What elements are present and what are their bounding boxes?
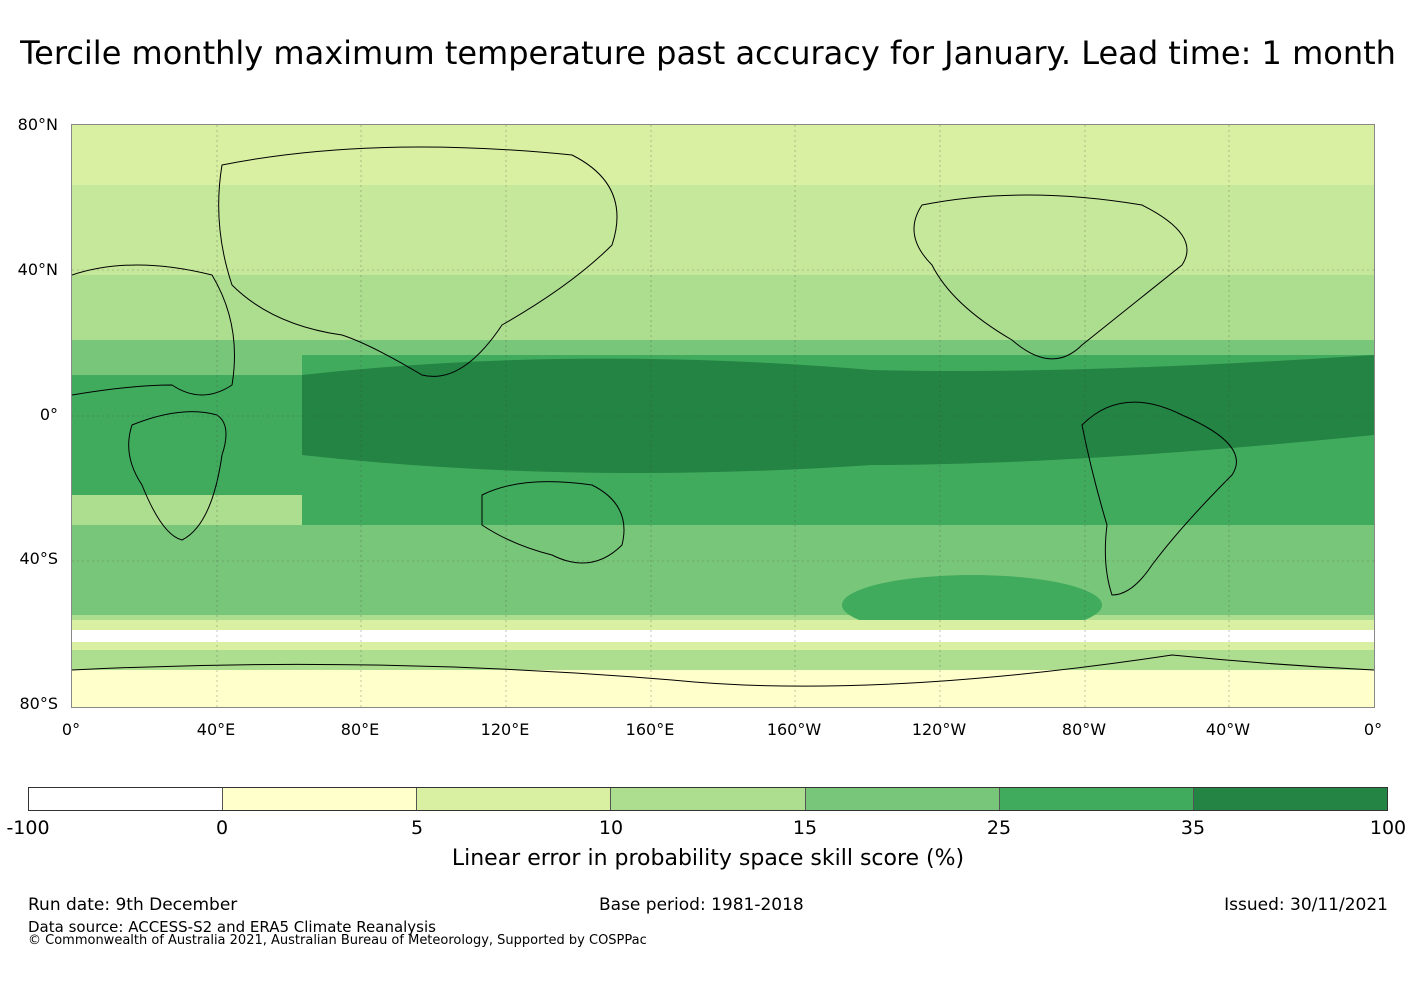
band-antarctica xyxy=(72,670,1374,707)
band-south-mid xyxy=(72,525,1374,615)
colorbar-tick: 15 xyxy=(792,817,818,839)
africa-north-outline xyxy=(72,264,235,396)
colorbar-segment xyxy=(417,788,612,810)
band-southern-ocean-white xyxy=(72,630,1374,642)
lon-label-0-left: 0° xyxy=(61,720,81,739)
lon-label-120e: 120°E xyxy=(480,720,530,739)
lat-label-40n: 40°N xyxy=(17,260,58,279)
data-source: Data source: ACCESS-S2 and ERA5 Climate … xyxy=(28,918,436,936)
colorbar-segment xyxy=(223,788,418,810)
colorbar-tick: 35 xyxy=(1180,817,1206,839)
lon-label-40w: 40°W xyxy=(1205,720,1251,739)
south-america-outline xyxy=(1081,401,1237,596)
band-north-mid xyxy=(72,185,1374,275)
colorbar-tick: 5 xyxy=(410,817,424,839)
skill-map-canvas xyxy=(72,125,1374,707)
colorbar-segment xyxy=(29,788,224,810)
colorbar-tick: 25 xyxy=(986,817,1012,839)
lat-label-80s: 80°S xyxy=(19,694,58,713)
colorbar-tick: 100 xyxy=(1369,817,1407,839)
lon-label-0-right: 0° xyxy=(1363,720,1383,739)
colorbar-segment xyxy=(611,788,806,810)
skill-map xyxy=(71,124,1375,708)
lon-label-120w: 120°W xyxy=(911,720,967,739)
band-arctic xyxy=(72,125,1374,185)
north-america-outline xyxy=(913,194,1188,360)
antarctica-outline xyxy=(72,654,1374,687)
colorbar xyxy=(28,787,1388,811)
lon-label-40e: 40°E xyxy=(196,720,236,739)
eurasia-outline xyxy=(218,146,618,377)
band-antarctic-coast xyxy=(72,650,1374,670)
colorbar-segment xyxy=(805,788,1000,810)
coastlines xyxy=(72,146,1374,687)
colorbar-tick: 10 xyxy=(598,817,624,839)
africa-south-outline xyxy=(128,411,227,541)
lat-label-40s: 40°S xyxy=(19,549,58,568)
base-period: Base period: 1981-2018 xyxy=(599,895,804,915)
lon-label-160e: 160°E xyxy=(625,720,675,739)
lon-label-160w: 160°W xyxy=(766,720,822,739)
lat-label-0: 0° xyxy=(39,405,58,424)
colorbar-tick: -100 xyxy=(6,817,50,839)
copyright: © Commonwealth of Australia 2021, Austra… xyxy=(28,933,647,948)
run-date: Run date: 9th December xyxy=(28,895,238,915)
lon-label-80e: 80°E xyxy=(340,720,380,739)
band-tropics-core xyxy=(302,355,1374,473)
graticule xyxy=(72,125,1374,707)
colorbar-segment xyxy=(1193,788,1387,810)
band-atlantic-tropics xyxy=(72,375,302,495)
colorbar-segment xyxy=(999,788,1194,810)
chart-title: Tercile monthly maximum temperature past… xyxy=(20,34,1396,72)
lat-label-80n: 80°N xyxy=(17,115,58,134)
colorbar-label: Linear error in probability space skill … xyxy=(451,846,965,871)
lon-label-80w: 80°W xyxy=(1061,720,1107,739)
colorbar-tick: 0 xyxy=(215,817,229,839)
issued-date: Issued: 30/11/2021 xyxy=(1224,895,1388,915)
australia-outline xyxy=(481,481,625,564)
